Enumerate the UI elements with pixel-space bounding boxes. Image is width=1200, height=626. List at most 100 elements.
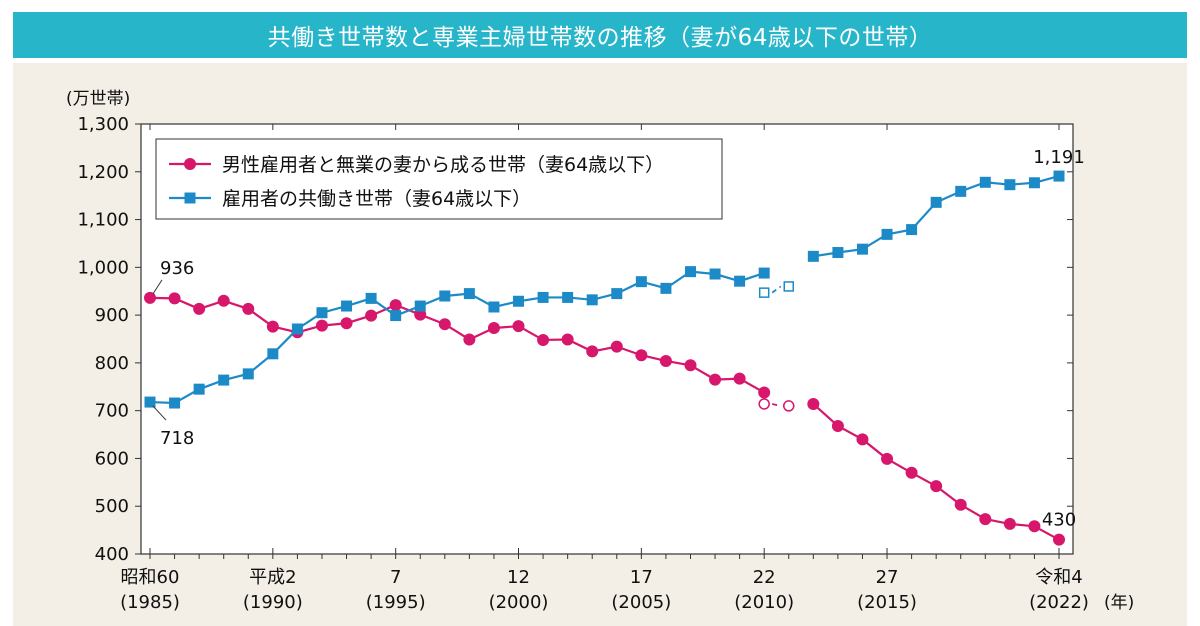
- dual-income-point: [537, 291, 549, 303]
- y-tick-label: 800: [95, 353, 129, 374]
- dual-income-point: [955, 185, 967, 197]
- housewife-point: [586, 345, 599, 358]
- dual-income-point: [439, 290, 451, 302]
- x-tick-label-era: 27: [876, 567, 899, 588]
- x-tick-label-era: 令和4: [1035, 567, 1082, 588]
- axes: 400 500 600 700 800 900 1,000 1,100 1,200 1,300 昭和…: [77, 114, 1088, 613]
- housewife-point: [1028, 520, 1041, 533]
- legend-dual-income-marker: [184, 192, 196, 204]
- x-tick-label-year: (2005): [611, 592, 671, 613]
- annotation-start-housewife: 936: [160, 258, 194, 279]
- housewife-point: [807, 397, 820, 410]
- annotation-end-housewife: 430: [1042, 510, 1076, 531]
- annotation-start-dual-income: 718: [160, 428, 194, 449]
- dual-income-point: [562, 291, 574, 303]
- dual-income-point: [1004, 179, 1016, 191]
- x-tick-label-year: (1985): [120, 592, 180, 613]
- x-tick-label-era: 22: [753, 567, 776, 588]
- x-tick-label-era: 7: [390, 567, 401, 588]
- housewife-estimated-point: [783, 400, 795, 412]
- annotation-leader: [152, 279, 163, 295]
- dual-income-point: [930, 196, 942, 208]
- legend-box: [155, 138, 723, 220]
- dual-income-point: [586, 294, 598, 306]
- x-tick-label-year: (2022): [1029, 592, 1089, 613]
- housewife-point: [537, 333, 550, 346]
- housewife-point: [438, 318, 451, 331]
- housewife-point: [1003, 517, 1016, 530]
- dual-income-point: [144, 396, 156, 408]
- annotation-end-dual-income: 1,191: [1033, 147, 1085, 168]
- housewife-point: [610, 340, 623, 353]
- x-tick-label-year: (1995): [366, 592, 426, 613]
- dual-income-point: [193, 383, 205, 395]
- housewife-point: [144, 291, 156, 304]
- dual-income-point: [291, 323, 303, 335]
- chart-title-bar: 共働き世帯数と専業主婦世帯数の推移（妻が64歳以下の世帯）: [13, 12, 1187, 58]
- housewife-point: [414, 308, 427, 321]
- x-unit-label: (年): [1104, 593, 1134, 613]
- housewife-point: [512, 320, 525, 333]
- x-tick-label-year: (2010): [734, 592, 794, 613]
- x-tick-label-era: 昭和60: [121, 567, 180, 588]
- dual-income-estimated-point: [783, 281, 795, 292]
- housewife-point: [684, 359, 697, 372]
- y-tick-label: 700: [95, 401, 129, 422]
- dual-income-point: [807, 250, 819, 262]
- housewife-point: [881, 452, 894, 465]
- chart-title: 共働き世帯数と専業主婦世帯数の推移（妻が64歳以下の世帯）: [267, 25, 933, 51]
- housewife-point: [930, 480, 943, 493]
- dual-income-point: [267, 348, 279, 360]
- dual-income-point: [488, 301, 500, 313]
- dual-income-point: [734, 275, 746, 287]
- dual-income-point: [635, 276, 647, 288]
- dual-income-point: [341, 300, 353, 312]
- dual-income-point: [390, 310, 402, 322]
- series-layer: [144, 170, 1065, 546]
- housewife-point: [635, 349, 648, 362]
- dual-income-point: [463, 288, 475, 300]
- x-tick-label-era: 12: [507, 567, 530, 588]
- dual-income-point: [365, 292, 377, 304]
- housewife-point: [659, 354, 672, 367]
- dual-income-point: [242, 368, 254, 380]
- housewife-estimated-line: [771, 403, 781, 407]
- y-tick-label: 1,000: [77, 257, 129, 278]
- x-tick-label-era: 17: [630, 567, 653, 588]
- dual-income-estimated-point: [758, 287, 770, 298]
- dual-income-point: [758, 267, 770, 279]
- annotation-leader: [152, 405, 167, 421]
- housewife-point: [979, 513, 992, 526]
- y-tick-label: 1,300: [77, 114, 129, 135]
- housewife-point: [340, 317, 353, 330]
- housewife-point: [831, 419, 844, 432]
- dual-income-point: [316, 307, 328, 319]
- dual-income-point: [684, 266, 696, 278]
- housewife-point: [954, 498, 967, 511]
- dual-income-point: [611, 288, 623, 300]
- housewife-point: [389, 299, 402, 312]
- dual-income-point: [513, 295, 525, 307]
- x-tick-label-year: (2000): [489, 592, 549, 613]
- dual-income-point: [979, 176, 991, 188]
- housewife-point: [168, 292, 181, 305]
- housewife-point: [1053, 533, 1065, 546]
- dual-income-estimated-line: [771, 285, 782, 294]
- legend-housewife-marker: [184, 158, 196, 170]
- y-tick-label: 400: [95, 544, 129, 565]
- dual-income-point: [709, 268, 721, 280]
- housewife-point: [217, 294, 230, 307]
- y-tick-label: 1,200: [77, 162, 129, 183]
- housewife-point: [242, 302, 255, 315]
- housewife-point: [365, 309, 378, 322]
- housewife-point: [266, 320, 279, 333]
- y-tick-label: 1,100: [77, 210, 129, 231]
- housewife-point: [561, 333, 574, 346]
- x-tick-label-era: 平成2: [249, 567, 296, 588]
- housewife-estimated-point: [758, 398, 770, 410]
- y-unit-label: (万世帯): [66, 89, 130, 109]
- housewife-point: [315, 319, 328, 332]
- dual-income-point: [906, 224, 918, 236]
- housewife-point: [856, 433, 869, 446]
- annotations: 936 718 1,191 430: [152, 147, 1085, 531]
